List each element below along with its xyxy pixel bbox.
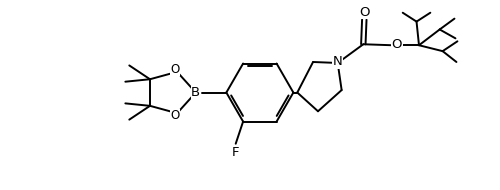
Text: O: O <box>359 6 370 19</box>
Text: O: O <box>392 38 402 51</box>
Text: O: O <box>170 63 179 76</box>
Text: F: F <box>232 146 239 159</box>
Text: O: O <box>170 109 179 122</box>
Text: N: N <box>333 55 342 68</box>
Text: B: B <box>191 86 200 99</box>
